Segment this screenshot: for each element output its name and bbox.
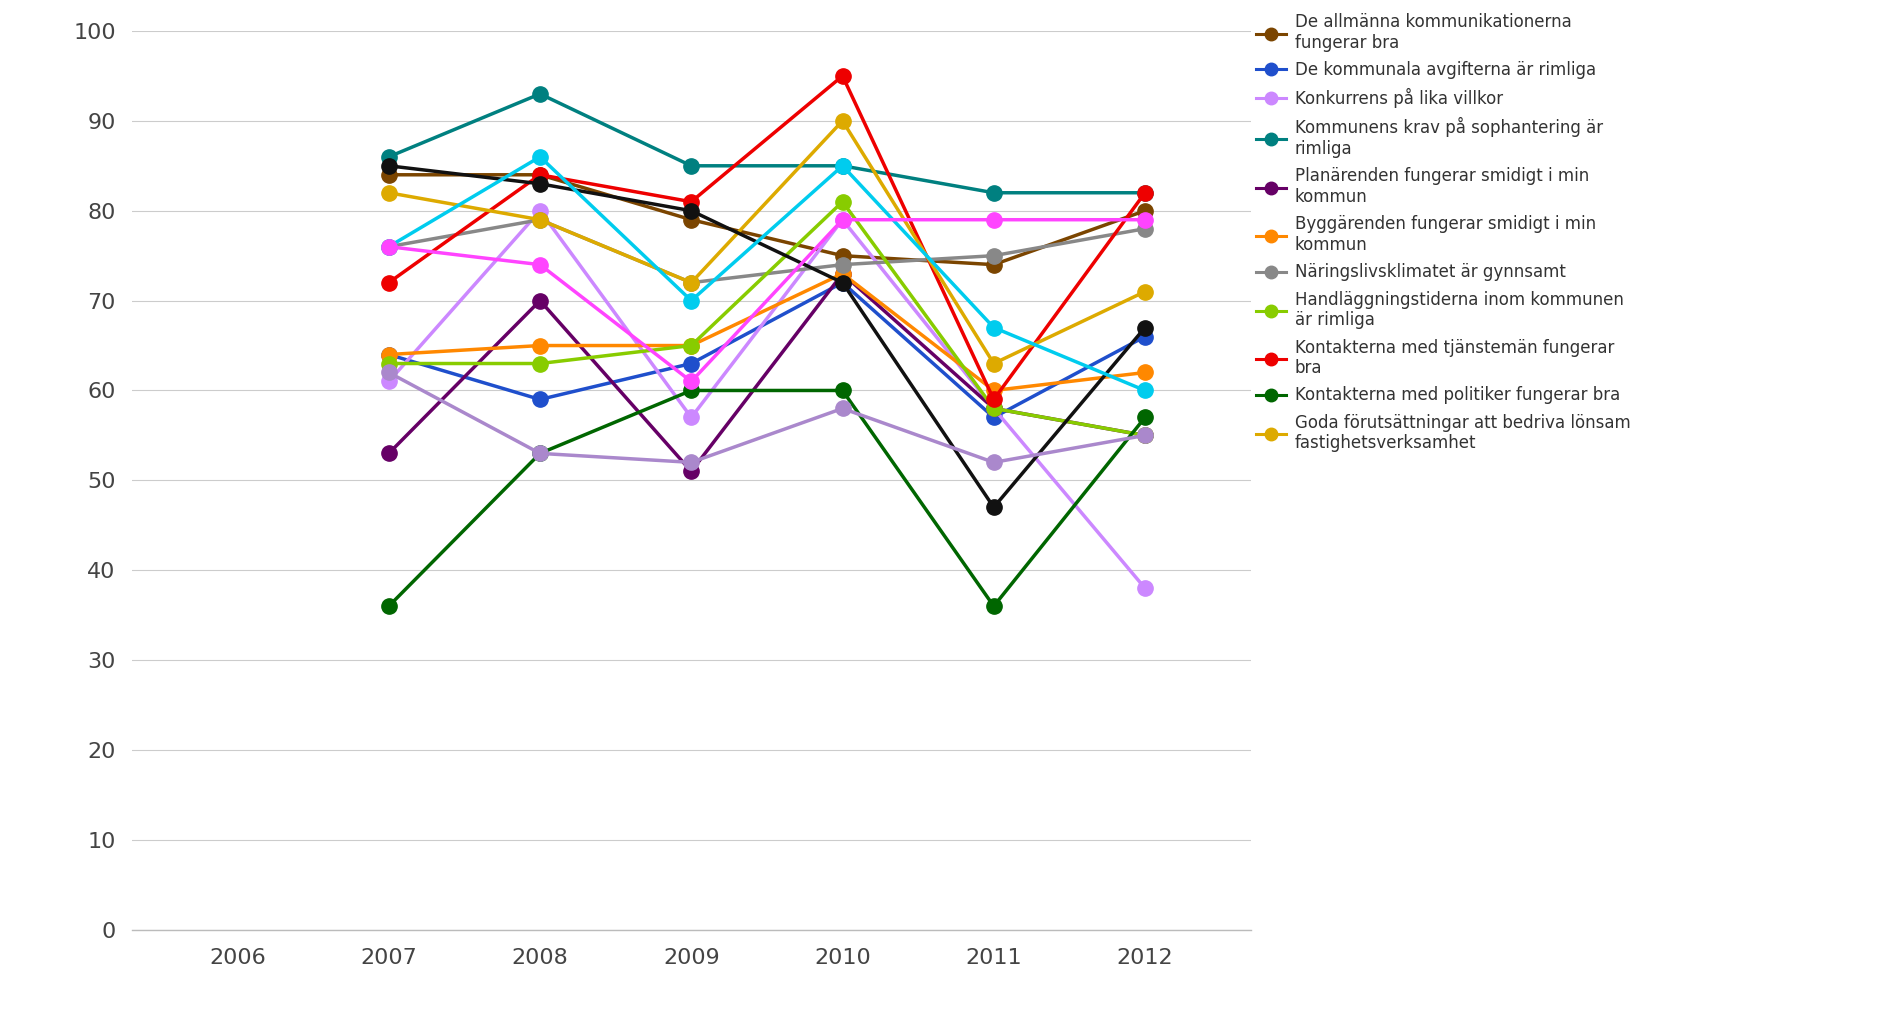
Legend: De allmänna kommunikationerna
fungerar bra, De kommunala avgifterna är rimliga, : De allmänna kommunikationerna fungerar b… (1256, 13, 1630, 452)
